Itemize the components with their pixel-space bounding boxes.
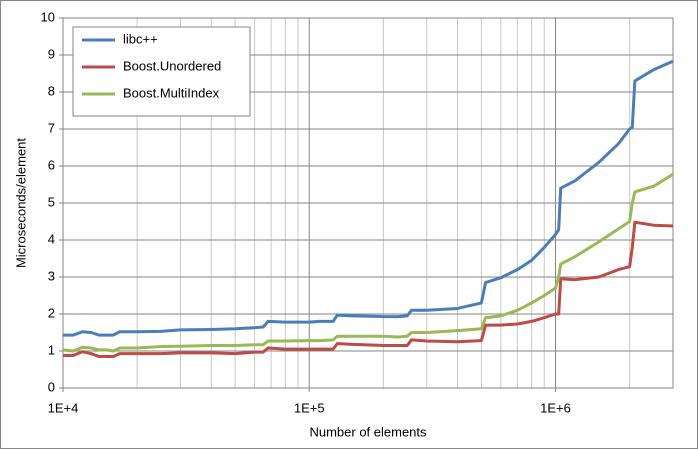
legend-label: Boost.MultiIndex [123,85,220,100]
y-tick-label: 1 [48,342,55,357]
y-tick-label: 10 [41,9,55,24]
legend-label: Boost.Unordered [123,58,221,73]
y-tick-label: 6 [48,157,55,172]
legend-box [72,26,251,117]
y-axis-label: Microseconds/element [13,138,28,268]
series-line [62,172,674,353]
x-tick-label: 1E+6 [540,400,571,415]
y-tick-label: 3 [48,268,55,283]
y-tick-label: 8 [48,83,55,98]
plot-area-border [62,17,674,389]
x-tick-label: 1E+4 [48,400,79,415]
y-tick-label: 2 [48,305,55,320]
y-tick-label: 4 [48,231,55,246]
y-tick-label: 7 [48,120,55,135]
y-tick-label: 0 [48,379,55,394]
y-tick-label: 9 [48,46,55,61]
y-tick-label: 5 [48,194,55,209]
legend-label: libc++ [123,31,158,46]
x-tick-label: 1E+5 [294,400,325,415]
x-axis-label: Number of elements [309,424,427,439]
series-line [63,220,674,359]
series-line [63,59,674,337]
